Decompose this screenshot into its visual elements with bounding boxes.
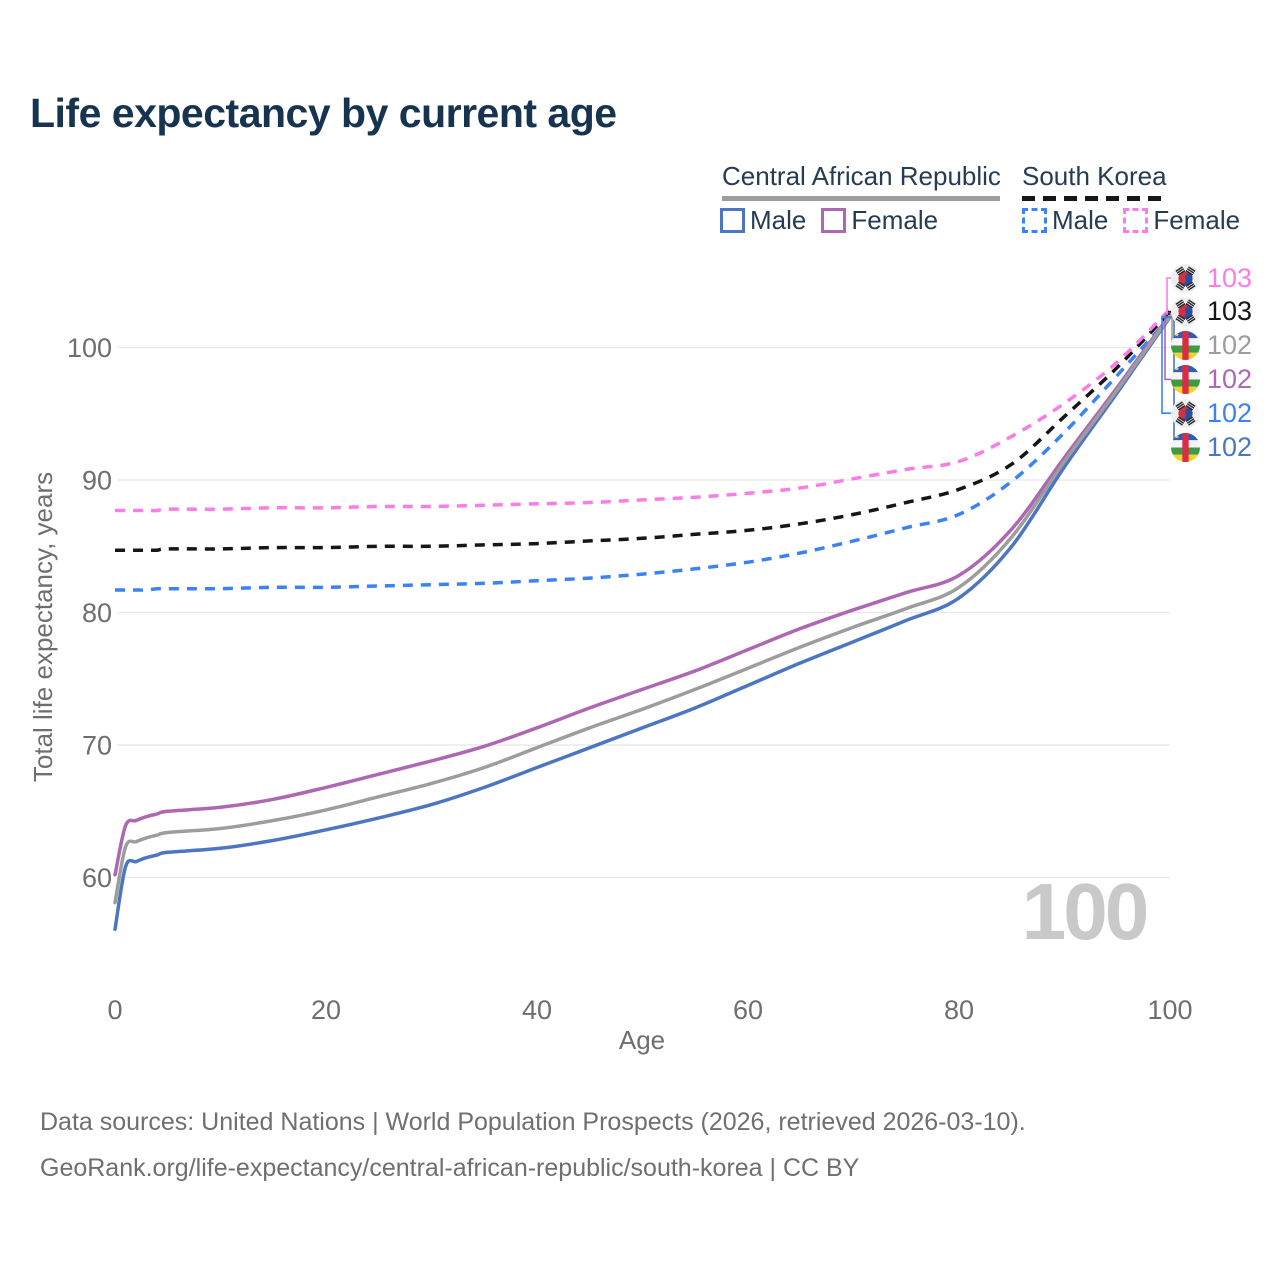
legend-items: Male Female [720,205,938,236]
end-value-label: 102 [1207,363,1253,394]
legend-country-south-korea: South Korea [1022,161,1167,201]
end-label-connector [1161,316,1176,414]
x-tick-label: 0 [107,995,122,1025]
legend-swatch [821,208,847,233]
legend-country-label: South Korea [1022,161,1167,191]
end-label-row: 103 [1171,297,1252,326]
x-tick-label: 100 [1147,995,1192,1025]
legend-item-label: Male [1052,205,1109,235]
legend-item-label: Female [851,205,939,235]
legend-item-central-african-republic-male[interactable]: Male [720,205,806,236]
series-line-south-korea-both-sexes [115,310,1172,553]
end-value-label: 103 [1207,296,1253,327]
end-value-label: 102 [1207,397,1253,428]
series-lines [113,307,1172,931]
kr-flag-icon [1171,264,1200,293]
y-tick-label: 70 [82,731,112,761]
legend-item-label: Female [1153,205,1241,235]
end-label-row: 102 [1171,331,1252,360]
kr-flag-icon [1171,399,1200,428]
legend-country-central-african-republic: Central African Republic [722,161,1001,201]
gridlines [117,346,1170,879]
series-line-central-african-republic-female [113,312,1172,877]
legend-linestyle-sample [1022,196,1162,201]
end-label-row: 103 [1171,262,1253,293]
page-title: Life expectancy by current age [30,90,617,136]
y-tick-label: 80 [82,598,112,628]
legend-item-south-korea-male[interactable]: Male [1022,205,1108,236]
data-source-line-2: GeoRank.org/life-expectancy/central-afri… [40,1154,860,1182]
end-label-row: 102 [1171,431,1253,462]
legend-item-south-korea-female[interactable]: Female [1123,205,1240,236]
series-line-south-korea-male [115,315,1172,592]
x-axis-title: Age [619,1025,665,1055]
cf-flag-icon [1171,433,1200,462]
y-axis-tick-labels: 60 70 80 90 100 [67,333,112,893]
end-value-label: 103 [1207,262,1253,293]
legend-country-label: Central African Republic [722,161,1001,191]
end-label-row: 102 [1171,397,1253,428]
x-tick-label: 40 [522,995,552,1025]
series-line-south-korea-female [115,307,1172,513]
y-tick-label: 90 [82,466,112,496]
legend-swatch [1022,208,1047,233]
end-label-row: 102 [1171,363,1253,394]
data-source-line-1: Data sources: United Nations | World Pop… [40,1108,1026,1136]
y-tick-label: 60 [82,863,112,893]
x-tick-label: 60 [733,995,763,1025]
end-value-label: 102 [1207,431,1253,462]
legend-item-central-african-republic-female[interactable]: Female [821,205,938,236]
legend-swatch [1123,208,1149,233]
end-label-connector [1164,313,1176,381]
end-value-label: 102 [1207,330,1253,361]
series-line-central-african-republic-both-sexes [113,313,1172,905]
y-tick-label: 100 [67,333,112,363]
x-tick-label: 20 [311,995,341,1025]
cf-flag-icon [1171,365,1200,394]
x-axis-tick-labels: 0 20 40 60 80 100 [107,995,1192,1025]
x-tick-label: 80 [944,995,974,1025]
legend-items: Male Female [1022,205,1240,236]
legend-swatch [720,208,745,233]
y-axis-title: Total life expectancy, years [28,472,58,782]
legend: Central African Republic Male Female South … [0,0,1280,250]
legend-item-label: Male [750,205,807,235]
kr-flag-icon [1171,297,1200,326]
footer: Data sources: United Nations | World Pop… [40,1108,1026,1200]
age-watermark: 100 [1021,867,1149,956]
cf-flag-icon [1171,331,1200,360]
series-line-central-african-republic-male [113,315,1172,931]
legend-linestyle-sample [722,196,1000,201]
